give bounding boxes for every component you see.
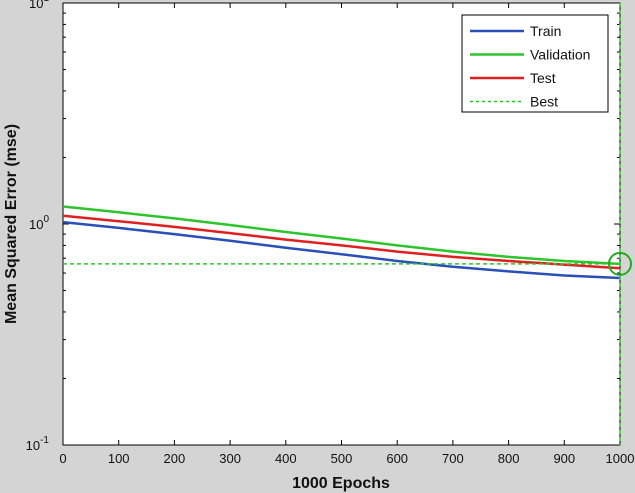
x-tick-label: 100	[108, 451, 130, 466]
y-tick-label: 101	[29, 0, 49, 11]
y-tick-exponent: 1	[43, 0, 49, 4]
y-tick-base: 10	[29, 217, 43, 232]
axis-ticks: 0 100 200 300 400 500 600 700 800 900 100010-11001…	[26, 0, 635, 466]
x-tick-label: 300	[219, 451, 241, 466]
x-axis-title: 1000 Epochs	[292, 475, 390, 492]
x-tick-label: 700	[442, 451, 464, 466]
x-tick-label: 0	[59, 451, 66, 466]
series-train-line	[62, 220, 621, 280]
y-axis-title: Mean Squared Error (mse)	[3, 124, 20, 324]
x-tick-label: 400	[275, 451, 297, 466]
x-tick-label: 600	[386, 451, 408, 466]
x-tick-label: 1000	[606, 451, 635, 466]
x-tick-label: 900	[553, 451, 575, 466]
legend-label: Best	[530, 94, 558, 110]
series-validation-line	[62, 205, 621, 266]
y-tick-exponent: -1	[40, 435, 49, 446]
legend-label: Test	[530, 70, 556, 86]
y-tick-label: 10-1	[26, 435, 50, 453]
series-test-line	[62, 214, 621, 270]
series-layer	[62, 3, 632, 445]
y-tick-exponent: 0	[43, 214, 49, 225]
y-tick-base: 10	[26, 438, 40, 453]
y-tick-label: 100	[29, 214, 49, 232]
x-tick-label: 800	[498, 451, 520, 466]
legend-label: Train	[530, 23, 561, 39]
x-tick-label: 200	[164, 451, 186, 466]
x-tick-label: 500	[331, 451, 353, 466]
legend-label: Validation	[530, 47, 590, 63]
best-point-marker	[608, 251, 632, 276]
y-tick-base: 10	[29, 0, 43, 11]
legend: Train Validation Test Best	[461, 14, 609, 113]
